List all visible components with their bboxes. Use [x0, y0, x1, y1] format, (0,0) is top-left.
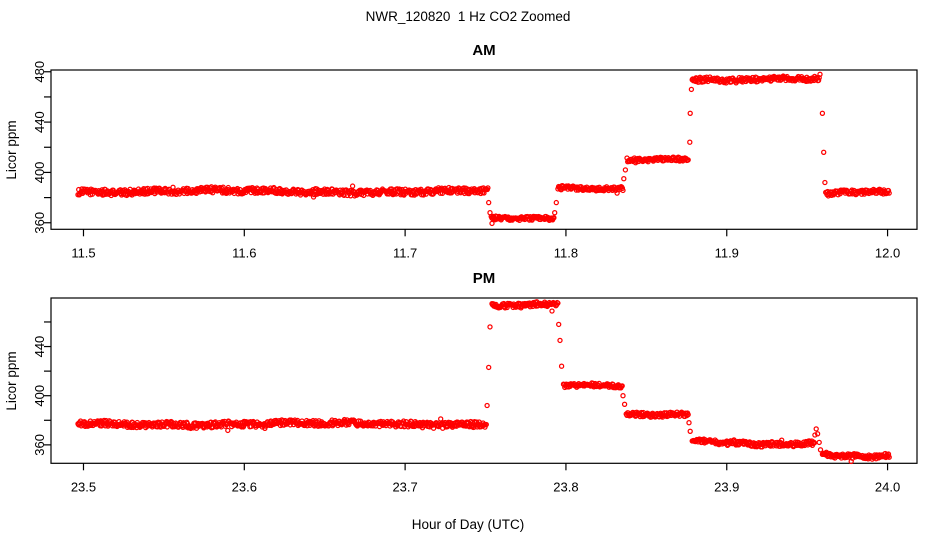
data-point — [619, 383, 625, 389]
data-point — [549, 308, 555, 314]
main-title: NWR_120820 1 Hz CO2 Zoomed — [365, 9, 571, 24]
y-tick-label: 360 — [32, 212, 47, 234]
data-point — [685, 411, 691, 418]
data-point — [558, 363, 565, 369]
data-point — [886, 190, 892, 196]
am-y-axis-label: Licor ppm — [4, 120, 19, 179]
data-point — [486, 364, 492, 371]
x-tick-label: 11.6 — [232, 245, 256, 260]
axis-box — [50, 297, 918, 464]
data-point — [822, 179, 828, 186]
data-point — [885, 187, 892, 194]
data-point — [622, 167, 629, 173]
data-point — [886, 454, 892, 460]
data-point — [341, 192, 347, 198]
data-point — [551, 215, 557, 221]
data-point — [817, 447, 824, 453]
x-tick-label: 11.9 — [715, 245, 739, 260]
data-point — [487, 210, 493, 216]
data-point — [687, 428, 693, 434]
data-point — [821, 149, 827, 155]
data-point — [489, 220, 495, 227]
x-tick-label: 11.5 — [71, 245, 95, 260]
pm-panel-title: PM — [473, 270, 496, 287]
y-tick-label: 400 — [32, 385, 47, 407]
x-tick-label: 12.0 — [875, 245, 900, 260]
x-tick-label: 11.8 — [554, 245, 578, 260]
data-point — [484, 402, 490, 409]
data-point — [349, 183, 356, 189]
data-point — [815, 77, 822, 83]
data-point — [310, 194, 317, 200]
data-point — [552, 210, 558, 216]
data-point — [819, 110, 826, 116]
y-tick-label: 440 — [32, 111, 47, 133]
x-tick-label: 23.5 — [71, 479, 96, 494]
data-point — [482, 424, 488, 430]
y-tick-label: 440 — [32, 336, 47, 358]
x-tick-label: 11.7 — [393, 245, 417, 260]
data-point — [816, 439, 822, 446]
data-point — [557, 337, 563, 344]
data-point — [555, 300, 561, 306]
x-tick-label: 23.9 — [714, 479, 739, 494]
data-point — [885, 451, 892, 457]
data-points-layer — [75, 71, 892, 227]
data-point — [553, 199, 559, 206]
data-point — [621, 401, 628, 407]
data-point — [438, 416, 444, 422]
y-tick-label: 360 — [32, 434, 47, 456]
data-point — [487, 324, 493, 330]
data-point — [220, 184, 226, 190]
pm-y-axis-label: Licor ppm — [4, 351, 19, 410]
data-point — [687, 139, 693, 145]
data-point — [225, 427, 231, 434]
data-point — [813, 426, 819, 432]
data-point — [620, 393, 626, 399]
y-tick-label: 400 — [32, 162, 47, 184]
data-point — [620, 187, 626, 194]
x-tick-label: 23.7 — [392, 479, 417, 494]
data-point — [483, 421, 489, 428]
am-panel: 11.5 11.6 11.7 11.8 11.9 12.0 360 400 440 480 — [32, 61, 918, 260]
data-point — [423, 191, 429, 197]
x-axis-label: Hour of Day (UTC) — [411, 517, 525, 532]
data-point — [685, 157, 691, 163]
x-tick-label: 23.8 — [553, 479, 578, 494]
data-point — [688, 86, 695, 93]
x-tick-label: 23.6 — [232, 479, 257, 494]
data-point — [812, 432, 818, 438]
data-point — [486, 199, 492, 206]
data-points-layer — [75, 299, 892, 465]
data-point — [621, 176, 627, 182]
data-point — [485, 185, 491, 191]
pm-panel: 23.5 23.6 23.7 23.8 23.9 24.0 360 400 440 — [32, 297, 918, 494]
y-tick-label: 480 — [32, 61, 47, 83]
data-point — [811, 440, 818, 446]
data-point — [814, 431, 821, 437]
data-point — [556, 321, 562, 328]
am-panel-title: AM — [472, 42, 495, 59]
data-point — [686, 420, 692, 426]
axis-box — [50, 69, 918, 230]
data-point — [884, 190, 890, 196]
data-point — [687, 110, 693, 116]
data-point — [817, 71, 823, 77]
data-point — [849, 455, 856, 461]
x-tick-label: 24.0 — [875, 479, 900, 494]
